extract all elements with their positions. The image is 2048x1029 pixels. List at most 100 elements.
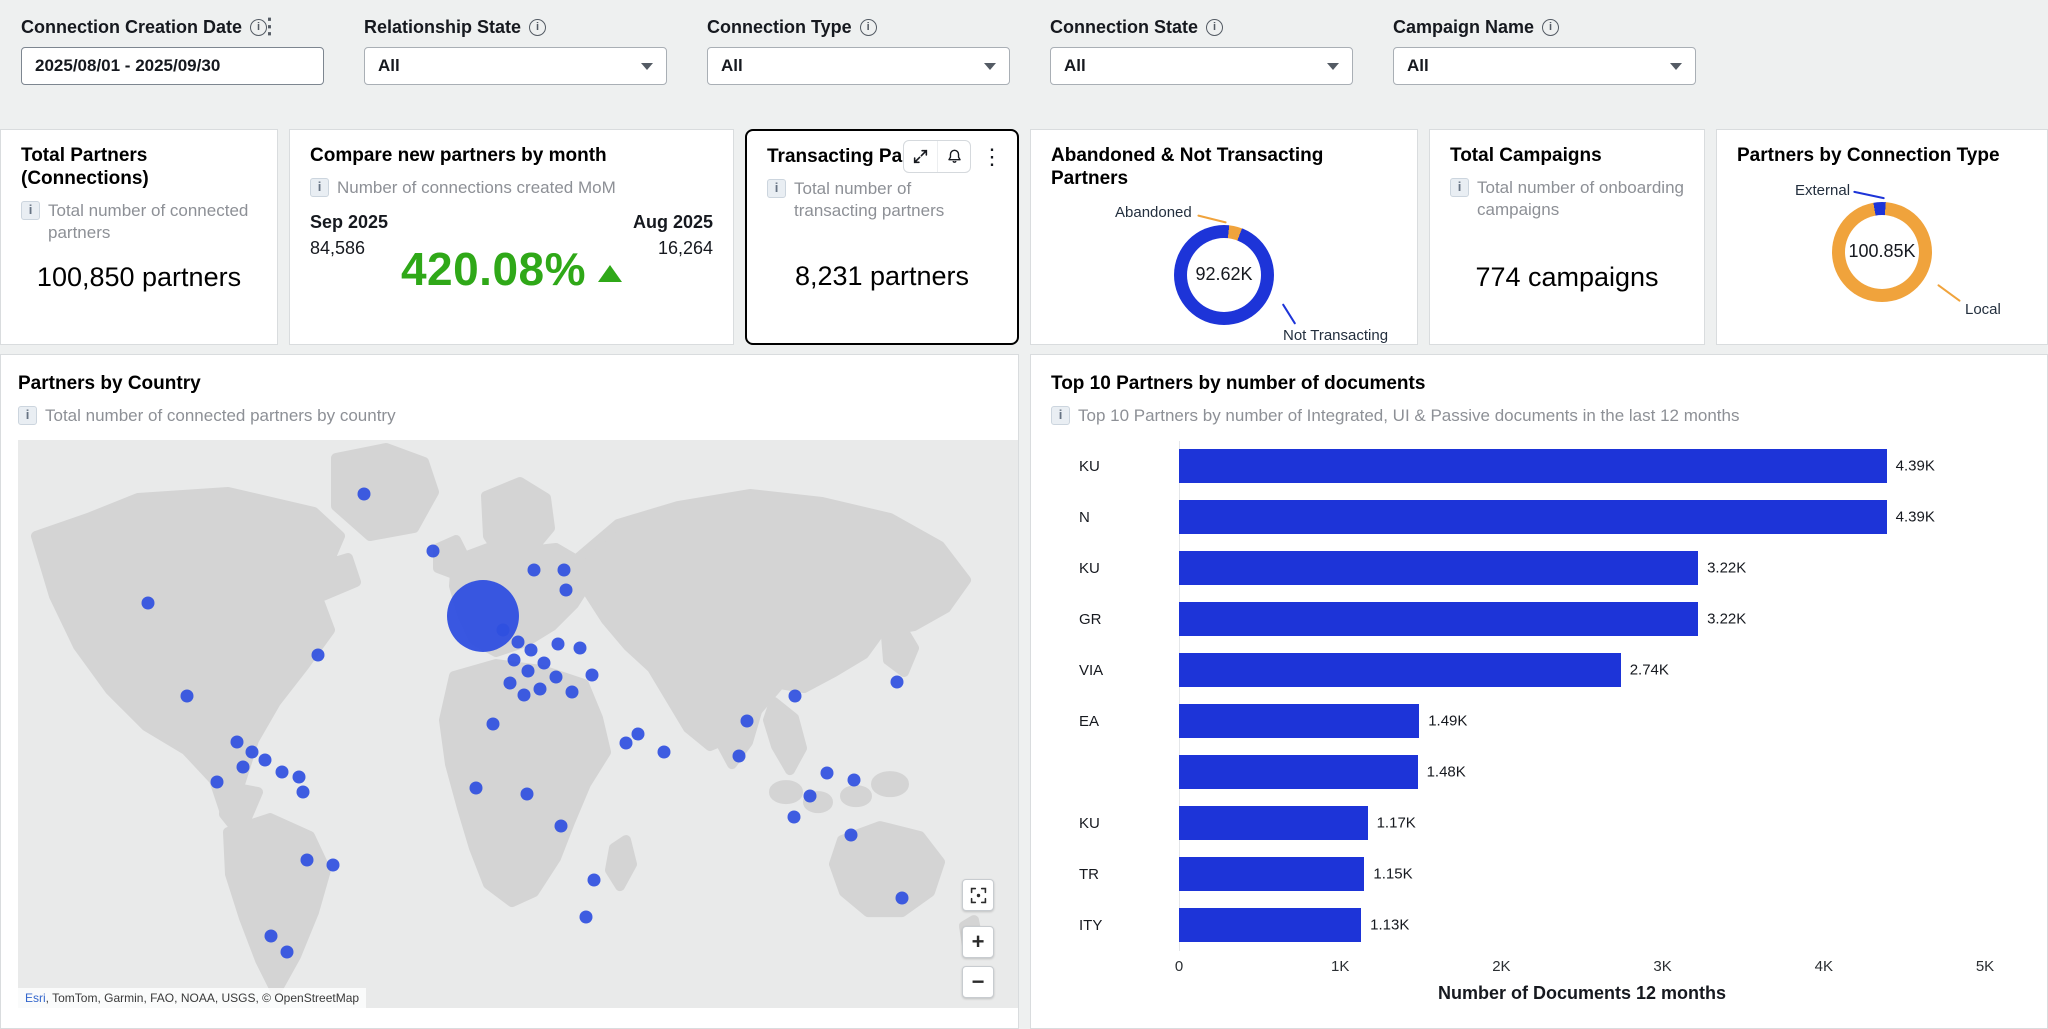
info-square-icon[interactable]: i <box>21 200 40 220</box>
map-dot[interactable] <box>788 689 802 703</box>
map-dot[interactable] <box>631 727 645 741</box>
map-dot[interactable] <box>311 648 325 662</box>
kebab-menu-icon[interactable]: ⋮ <box>981 143 1003 169</box>
map-dot[interactable] <box>469 781 483 795</box>
map-dot[interactable] <box>557 563 571 577</box>
map-dot[interactable] <box>787 810 801 824</box>
map-dot[interactable] <box>844 828 858 842</box>
info-circle-icon[interactable]: i <box>1206 18 1224 36</box>
map-dot[interactable] <box>573 641 587 655</box>
bar[interactable]: 1.49K <box>1179 704 1467 739</box>
map-dot[interactable] <box>280 945 294 959</box>
donut-ring[interactable]: 100.85K <box>1832 201 1932 302</box>
campaign-name-dropdown[interactable]: All <box>1393 47 1696 85</box>
bell-icon[interactable] <box>937 141 970 172</box>
map-dot[interactable] <box>803 789 817 803</box>
map-dot[interactable] <box>236 760 250 774</box>
card-compare-new-partners[interactable]: Compare new partners by month i Number o… <box>289 129 734 345</box>
map-dot[interactable] <box>890 675 904 689</box>
bar[interactable]: 4.39K <box>1179 449 1935 484</box>
card-transacting-partners[interactable]: Transacting Partners ⋮ i Total num <box>745 129 1019 345</box>
map-dot[interactable] <box>486 717 500 731</box>
map-dot[interactable] <box>357 487 371 501</box>
info-square-icon[interactable]: i <box>18 405 37 425</box>
map-dot[interactable] <box>585 668 599 682</box>
bar[interactable]: 3.22K <box>1179 551 1746 586</box>
map-dot[interactable] <box>300 853 314 867</box>
map-dot[interactable] <box>507 653 521 667</box>
map-dot[interactable] <box>820 766 834 780</box>
map-dot[interactable] <box>264 929 278 943</box>
map-dot[interactable] <box>210 775 224 789</box>
info-square-icon[interactable]: i <box>767 178 786 198</box>
map-dot[interactable] <box>895 891 909 905</box>
map-dot[interactable] <box>524 643 538 657</box>
map-dot[interactable] <box>258 753 272 767</box>
bar[interactable]: 2.74K <box>1179 653 1669 688</box>
bar[interactable]: 3.22K <box>1179 602 1746 637</box>
info-circle-icon[interactable]: i <box>1542 18 1560 36</box>
info-circle-icon[interactable]: i <box>529 18 547 36</box>
bar[interactable]: 1.15K <box>1179 857 1413 892</box>
map-dot[interactable] <box>517 688 531 702</box>
map-dot[interactable] <box>275 765 289 779</box>
map-dot[interactable] <box>527 563 541 577</box>
map-dot[interactable] <box>740 714 754 728</box>
map-dot[interactable] <box>520 787 534 801</box>
map-dot[interactable] <box>579 910 593 924</box>
esri-link[interactable]: Esri <box>25 991 46 1005</box>
map-dot[interactable] <box>521 664 535 678</box>
bar[interactable]: 1.13K <box>1179 908 1409 943</box>
donut-ring[interactable]: 92.62K <box>1174 224 1274 325</box>
map-dot[interactable] <box>447 580 519 652</box>
map-dot[interactable] <box>180 689 194 703</box>
map-dot[interactable] <box>565 685 579 699</box>
map-dot[interactable] <box>230 735 244 749</box>
info-circle-icon[interactable]: i <box>250 18 268 36</box>
map-dot[interactable] <box>559 583 573 597</box>
info-square-icon[interactable]: i <box>310 177 329 197</box>
map-dot[interactable] <box>141 596 155 610</box>
map-dot[interactable] <box>847 773 861 787</box>
bar[interactable]: 1.48K <box>1179 755 1466 790</box>
map-dot[interactable] <box>551 637 565 651</box>
info-square-icon[interactable]: i <box>1450 177 1469 197</box>
map-dot[interactable] <box>549 670 563 684</box>
map-dot[interactable] <box>587 873 601 887</box>
map-dot[interactable] <box>511 635 525 649</box>
map-dot[interactable] <box>554 819 568 833</box>
card-total-campaigns[interactable]: Total Campaigns i Total number of onboar… <box>1429 129 1705 345</box>
connection-state-dropdown[interactable]: All <box>1050 47 1353 85</box>
card-abandoned-not-transacting[interactable]: Abandoned & Not Transacting Partners Aba… <box>1030 129 1418 345</box>
card-partners-by-connection-type[interactable]: Partners by Connection Type External 100… <box>1716 129 2048 345</box>
minus-icon[interactable]: − <box>962 966 994 998</box>
connection-type-dropdown[interactable]: All <box>707 47 1010 85</box>
map-dot[interactable] <box>326 858 340 872</box>
card-total-partners[interactable]: Total Partners (Connections) i Total num… <box>0 129 278 345</box>
expand-icon[interactable] <box>904 141 937 172</box>
card-partners-by-country[interactable]: Partners by Country i Total number of co… <box>0 354 1019 1029</box>
plus-icon[interactable]: + <box>962 926 994 958</box>
map-dot[interactable] <box>619 736 633 750</box>
map-dot[interactable] <box>292 770 306 784</box>
map-dot[interactable] <box>296 785 310 799</box>
map-dot[interactable] <box>533 682 547 696</box>
map-dot[interactable] <box>732 749 746 763</box>
map-dot[interactable] <box>537 656 551 670</box>
card-top10-partners[interactable]: Top 10 Partners by number of documents i… <box>1030 354 2048 1029</box>
transacting-partners-value: 8,231 partners <box>794 261 970 291</box>
map-dot[interactable] <box>503 676 517 690</box>
info-circle-icon[interactable]: i <box>859 18 877 36</box>
map-dot[interactable] <box>496 623 510 637</box>
bar[interactable]: 4.39K <box>1179 500 1935 535</box>
focus-extent-icon[interactable] <box>962 879 994 911</box>
kebab-menu-icon[interactable]: ⋮ <box>259 15 280 38</box>
date-range-input[interactable] <box>21 47 324 85</box>
bar[interactable]: 1.17K <box>1179 806 1416 841</box>
info-square-icon[interactable]: i <box>1051 405 1070 425</box>
map-dot[interactable] <box>245 745 259 759</box>
map-dot[interactable] <box>657 745 671 759</box>
map-dot[interactable] <box>426 544 440 558</box>
world-map[interactable]: Esri, TomTom, Garmin, FAO, NOAA, USGS, ©… <box>18 439 1018 1008</box>
relationship-state-dropdown[interactable]: All <box>364 47 667 85</box>
